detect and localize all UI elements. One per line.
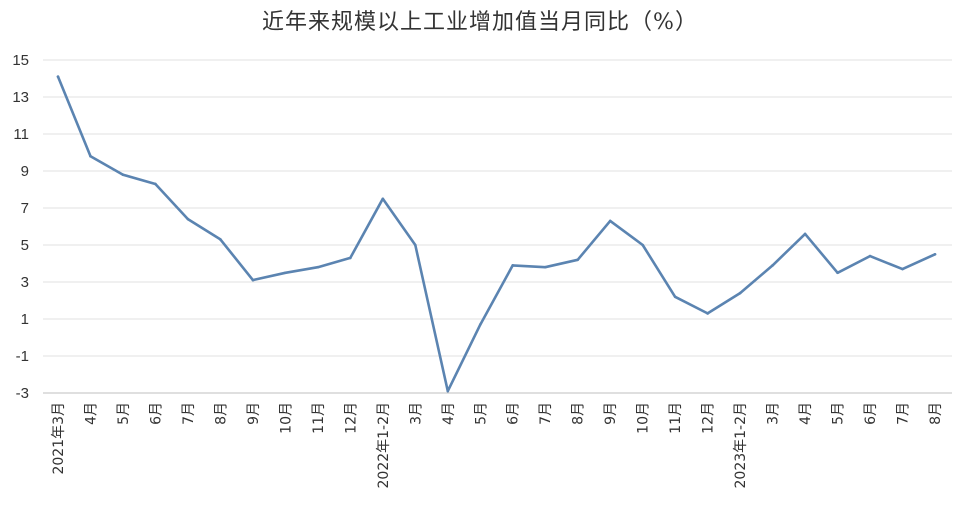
x-tick-label: 6月 xyxy=(148,402,164,425)
y-tick-label: -3 xyxy=(16,385,29,402)
x-tick-label: 8月 xyxy=(571,402,587,425)
data-point xyxy=(868,254,872,258)
x-tick-label: 5月 xyxy=(116,402,132,425)
y-tick-label: -1 xyxy=(16,348,29,365)
x-tick-label: 7月 xyxy=(538,402,554,425)
x-tick-label: 4月 xyxy=(798,402,814,425)
x-tick-label: 5月 xyxy=(473,402,489,425)
data-point xyxy=(478,323,482,326)
x-tick-label: 6月 xyxy=(863,402,879,425)
data-point xyxy=(673,295,677,299)
y-tick-label: 3 xyxy=(21,274,29,291)
x-tick-label: 4月 xyxy=(83,402,99,425)
x-tick-label: 11月 xyxy=(311,402,327,434)
x-tick-label: 12月 xyxy=(343,402,359,434)
y-tick-label: 1 xyxy=(21,311,29,328)
x-tick-label: 9月 xyxy=(246,402,262,425)
data-point xyxy=(543,265,547,269)
data-point xyxy=(608,219,612,223)
data-point xyxy=(901,267,904,271)
data-point xyxy=(933,252,937,256)
y-tick-label: 15 xyxy=(12,52,29,69)
x-tick-label: 10月 xyxy=(278,402,294,434)
data-point xyxy=(381,197,385,201)
data-point xyxy=(511,264,515,267)
data-point xyxy=(446,389,450,393)
data-point xyxy=(316,265,320,269)
y-tick-label: 9 xyxy=(21,163,29,180)
data-point xyxy=(121,173,125,176)
data-point xyxy=(836,271,839,275)
data-point xyxy=(576,258,580,262)
x-tick-label: 7月 xyxy=(181,402,197,425)
data-point xyxy=(89,154,92,158)
x-tick-label: 4月 xyxy=(441,402,457,425)
data-point xyxy=(413,243,417,247)
x-tick-label: 7月 xyxy=(896,402,912,425)
x-tick-label: 2023年1-2月 xyxy=(733,402,749,489)
y-tick-label: 5 xyxy=(21,237,29,254)
x-tick-label: 3月 xyxy=(766,402,782,425)
data-point xyxy=(803,232,807,236)
x-tick-label: 2021年3月 xyxy=(51,402,67,475)
x-tick-label: 11月 xyxy=(668,402,684,434)
data-point xyxy=(706,312,709,315)
data-point xyxy=(349,256,352,260)
y-tick-label: 11 xyxy=(13,126,29,143)
chart-title: 近年来规模以上工业增加值当月同比（%） xyxy=(262,10,698,35)
data-point xyxy=(56,75,60,78)
data-point xyxy=(284,271,287,275)
data-point xyxy=(738,291,742,295)
data-point xyxy=(771,264,774,267)
x-tick-label: 8月 xyxy=(213,402,229,425)
x-tick-label: 12月 xyxy=(701,402,717,434)
data-point xyxy=(219,238,222,241)
data-point xyxy=(154,182,157,186)
data-point xyxy=(641,243,644,247)
x-tick-label: 2022年1-2月 xyxy=(376,402,392,489)
x-tick-label: 5月 xyxy=(831,402,847,425)
x-tick-label: 9月 xyxy=(603,402,619,425)
x-tick-label: 6月 xyxy=(506,402,522,425)
x-tick-label: 3月 xyxy=(408,402,424,425)
data-point xyxy=(251,278,255,282)
data-point xyxy=(186,217,190,221)
x-tick-label: 8月 xyxy=(928,402,944,425)
x-tick-label: 10月 xyxy=(636,402,652,434)
series-line xyxy=(56,75,937,393)
y-tick-label: 7 xyxy=(21,200,29,217)
y-tick-label: 13 xyxy=(12,89,29,106)
